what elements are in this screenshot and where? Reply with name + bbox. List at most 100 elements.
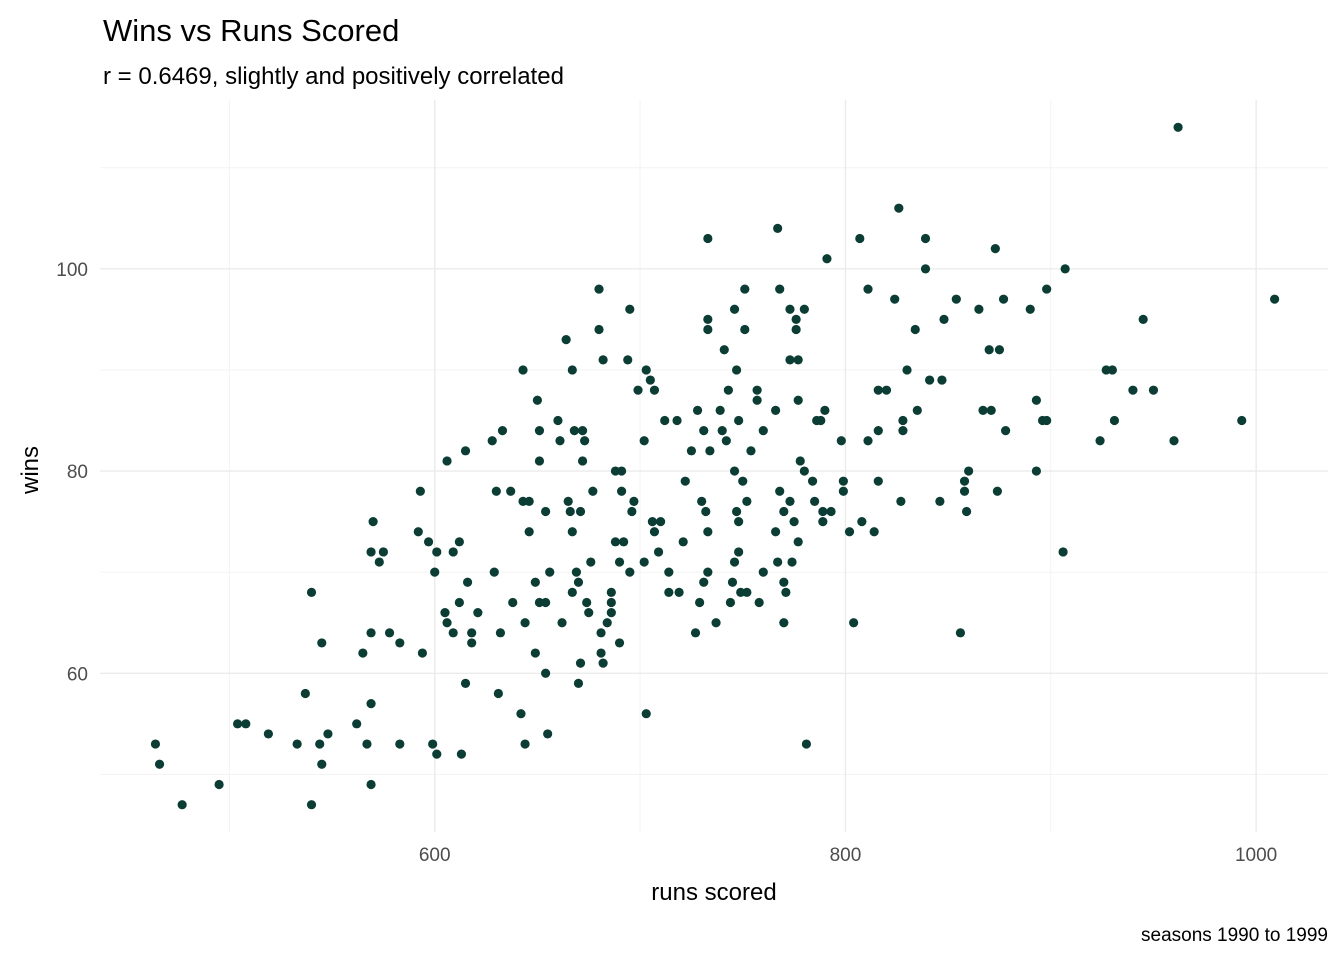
data-point (920, 264, 931, 274)
data-point (543, 729, 553, 739)
data-point (773, 557, 783, 567)
data-point (734, 415, 744, 426)
data-point (822, 254, 832, 264)
data-point (625, 304, 635, 314)
data-point (1042, 284, 1052, 294)
data-point (440, 608, 450, 618)
data-point (497, 426, 508, 436)
data-point (633, 385, 643, 395)
data-point (154, 759, 165, 769)
data-point (317, 759, 327, 769)
data-point (674, 587, 684, 597)
data-point (1148, 385, 1159, 395)
data-point (752, 385, 762, 395)
data-point (456, 749, 467, 759)
data-point (746, 446, 756, 456)
data-point (738, 476, 748, 486)
data-point (935, 496, 945, 506)
data-point (428, 739, 438, 749)
data-point (779, 577, 789, 587)
data-point (598, 658, 608, 668)
data-point (368, 517, 378, 527)
data-point (150, 739, 161, 749)
data-point (415, 486, 425, 496)
data-point (838, 476, 848, 486)
data-point (844, 527, 855, 537)
data-point (582, 597, 592, 608)
data-point (1095, 436, 1105, 446)
data-point (462, 577, 473, 587)
data-point (300, 688, 310, 699)
data-point (649, 385, 660, 395)
data-point (939, 314, 949, 324)
data-point (306, 587, 317, 597)
data-point (577, 426, 588, 436)
data-point (623, 355, 633, 365)
data-point (678, 537, 688, 547)
data-point (489, 567, 499, 577)
data-point (703, 527, 713, 537)
grid (100, 100, 1328, 832)
data-point (619, 537, 629, 547)
data-point (561, 335, 571, 345)
data-point (793, 537, 803, 547)
data-point (727, 577, 738, 587)
data-point (717, 426, 727, 436)
data-point (1169, 436, 1179, 446)
data-point (641, 365, 651, 375)
data-point (645, 375, 655, 385)
data-point (992, 486, 1002, 496)
data-point (573, 678, 584, 688)
data-point (799, 466, 809, 476)
data-point (641, 709, 651, 719)
data-point (594, 324, 604, 335)
data-point (863, 436, 873, 446)
data-point (1237, 415, 1247, 426)
data-point (596, 628, 606, 638)
data-point (896, 496, 906, 506)
data-point (799, 304, 809, 314)
data-point (506, 486, 516, 496)
data-point (951, 294, 961, 304)
data-point (534, 426, 545, 436)
data-point (614, 557, 625, 567)
data-point (781, 587, 791, 597)
data-point (598, 355, 608, 365)
data-point (473, 608, 483, 618)
data-point (588, 486, 598, 496)
data-point (793, 395, 803, 405)
data-point (366, 779, 376, 790)
data-point (881, 385, 892, 395)
data-point (571, 567, 582, 577)
data-point (703, 233, 713, 244)
data-point (771, 527, 781, 537)
data-point (629, 496, 639, 506)
data-point (541, 668, 551, 678)
data-point (863, 284, 873, 294)
y-tick-label: 100 (56, 260, 88, 281)
data-point (575, 658, 586, 668)
data-point (575, 506, 586, 517)
data-point (686, 446, 697, 456)
data-point (292, 739, 302, 749)
chart-subtitle: r = 0.6469, slightly and positively corr… (103, 63, 564, 90)
data-point (530, 648, 540, 658)
data-point (524, 527, 534, 537)
data-point (467, 638, 477, 648)
data-point (1031, 466, 1042, 476)
data-point (705, 446, 715, 456)
data-point (731, 365, 742, 375)
data-point (567, 587, 577, 597)
data-point (711, 618, 721, 628)
data-point (639, 557, 649, 567)
data-point (610, 537, 621, 547)
data-point (647, 517, 657, 527)
data-point (413, 527, 423, 537)
data-point (616, 466, 627, 476)
data-point (697, 496, 707, 506)
data-point (639, 436, 649, 446)
data-point (902, 365, 912, 375)
data-point (214, 779, 224, 790)
data-point (495, 628, 506, 638)
data-point (384, 628, 395, 638)
